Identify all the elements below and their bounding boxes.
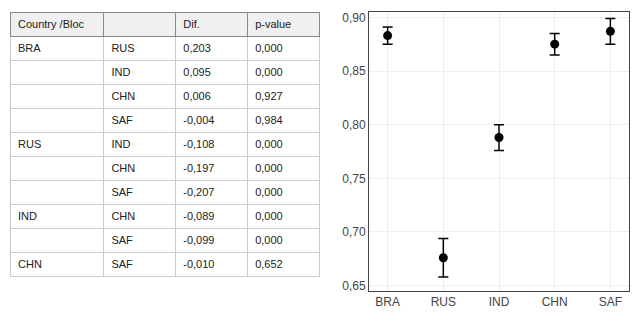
svg-text:0,927: 0,927 (255, 90, 283, 102)
svg-text:IND: IND (111, 66, 130, 78)
svg-text:0,80: 0,80 (342, 118, 366, 132)
svg-text:SAF: SAF (111, 258, 133, 270)
svg-text:0,75: 0,75 (342, 172, 366, 186)
svg-text:-0,089: -0,089 (183, 210, 214, 222)
svg-text:RUS: RUS (431, 295, 456, 309)
svg-text:0,000: 0,000 (255, 138, 283, 150)
svg-text:0,652: 0,652 (255, 258, 283, 270)
svg-text:-0,010: -0,010 (183, 258, 214, 270)
svg-text:0,984: 0,984 (255, 114, 283, 126)
svg-text:0,000: 0,000 (255, 210, 283, 222)
svg-text:SAF: SAF (111, 234, 133, 246)
svg-text:0,000: 0,000 (255, 66, 283, 78)
svg-text:IND: IND (111, 138, 130, 150)
svg-text:0,203: 0,203 (183, 42, 211, 54)
svg-text:-0,099: -0,099 (183, 234, 214, 246)
svg-text:Dif.: Dif. (183, 18, 200, 30)
svg-text:0,000: 0,000 (255, 42, 283, 54)
svg-text:0,095: 0,095 (183, 66, 211, 78)
svg-text:RUS: RUS (18, 138, 41, 150)
svg-text:IND: IND (489, 295, 510, 309)
svg-text:-0,207: -0,207 (183, 186, 214, 198)
svg-text:Country /Bloc: Country /Bloc (18, 18, 85, 30)
svg-text:0,90: 0,90 (342, 11, 366, 25)
svg-text:0,000: 0,000 (255, 162, 283, 174)
svg-text:CHN: CHN (111, 162, 135, 174)
svg-text:p-value: p-value (255, 18, 291, 30)
svg-text:0,70: 0,70 (342, 225, 366, 239)
svg-text:SAF: SAF (111, 114, 133, 126)
svg-text:-0,108: -0,108 (183, 138, 214, 150)
svg-text:CHN: CHN (111, 210, 135, 222)
svg-text:RUS: RUS (111, 42, 134, 54)
svg-text:SAF: SAF (599, 295, 622, 309)
svg-text:0,65: 0,65 (342, 279, 366, 293)
svg-text:BRA: BRA (375, 295, 400, 309)
svg-text:CHN: CHN (18, 258, 42, 270)
svg-text:0,000: 0,000 (255, 186, 283, 198)
svg-text:CHN: CHN (111, 90, 135, 102)
svg-text:0,000: 0,000 (255, 234, 283, 246)
svg-text:0,85: 0,85 (342, 64, 366, 78)
svg-text:IND: IND (18, 210, 37, 222)
svg-text:-0,004: -0,004 (183, 114, 214, 126)
svg-text:BRA: BRA (18, 42, 41, 54)
svg-text:CHN: CHN (542, 295, 568, 309)
svg-text:0,006: 0,006 (183, 90, 211, 102)
svg-text:SAF: SAF (111, 186, 133, 198)
svg-text:-0,197: -0,197 (183, 162, 214, 174)
